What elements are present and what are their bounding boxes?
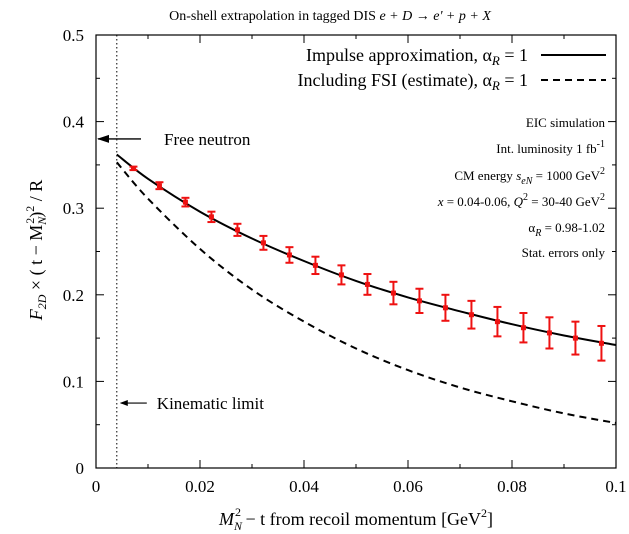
y-tick-label: 0.1	[63, 372, 84, 391]
data-point	[286, 252, 292, 258]
y-tick-label: 0.3	[63, 199, 84, 218]
legend: Impulse approximation, αR = 1 Including …	[297, 45, 606, 93]
data-point	[520, 325, 526, 331]
x-tick-label: 0	[92, 477, 101, 496]
info-line: CM energy seN = 1000 GeV2	[454, 166, 605, 187]
data-point	[598, 340, 604, 346]
info-line: Int. luminosity 1 fb-1	[496, 139, 605, 156]
x-tick-label: 0.04	[289, 477, 319, 496]
y-axis-ticks: 0 0.1 0.2 0.3 0.4 0.5	[63, 26, 616, 478]
data-point	[156, 183, 162, 189]
info-line: x = 0.04-0.06, Q2 = 30-40 GeV2	[437, 192, 605, 209]
x-tick-label: 0.1	[605, 477, 626, 496]
y-tick-label: 0.5	[63, 26, 84, 45]
x-axis-label: MN2 − t from recoil momentum [GeV2]	[218, 505, 493, 533]
data-point	[130, 165, 136, 171]
free-neutron-arrowhead	[97, 134, 109, 143]
data-point	[572, 335, 578, 341]
data-point	[468, 312, 474, 318]
simulation-points	[129, 165, 606, 362]
y-tick-label: 0.4	[63, 113, 85, 132]
data-point	[338, 272, 344, 278]
y-tick-label: 0.2	[63, 286, 84, 305]
info-line: Stat. errors only	[522, 245, 606, 260]
data-point	[312, 262, 318, 268]
y-axis-label: F2D × ( t − MN2)2 / R	[23, 180, 49, 322]
free-neutron-label: Free neutron	[164, 130, 251, 149]
info-line: EIC simulation	[526, 115, 606, 130]
x-tick-label: 0.06	[393, 477, 423, 496]
x-tick-label: 0.02	[185, 477, 215, 496]
chart-title-reaction: e + D → e' + p + X	[379, 9, 491, 24]
simulation-info: EIC simulation Int. luminosity 1 fb-1 CM e…	[437, 115, 606, 260]
fsi-estimate-curve	[116, 161, 617, 424]
data-point	[364, 281, 370, 287]
data-point	[416, 298, 422, 304]
data-point	[546, 330, 552, 336]
chart-title: On-shell extrapolation in tagged DIS e +…	[169, 9, 491, 24]
y-tick-label: 0	[76, 459, 85, 478]
kinematic-limit-annotation: Kinematic limit	[119, 394, 264, 413]
info-line: αR = 0.98-1.02	[528, 220, 605, 239]
data-point	[442, 305, 448, 311]
chart-title-lead: On-shell extrapolation in tagged DIS	[169, 9, 379, 24]
data-point	[182, 199, 188, 205]
legend-label-impulse: Impulse approximation, αR = 1	[306, 45, 528, 68]
x-axis-ticks: 0 0.02 0.04 0.06 0.08 0.1	[92, 35, 627, 496]
data-point	[390, 290, 396, 296]
data-point	[494, 319, 500, 325]
free-neutron-annotation: Free neutron	[97, 130, 251, 149]
legend-label-fsi: Including FSI (estimate), αR = 1	[297, 70, 528, 93]
kinematic-limit-arrowhead	[119, 400, 128, 407]
x-tick-label: 0.08	[497, 477, 527, 496]
data-point	[234, 227, 240, 233]
data-point	[260, 240, 266, 246]
data-point	[208, 214, 214, 220]
kinematic-limit-label: Kinematic limit	[157, 394, 264, 413]
